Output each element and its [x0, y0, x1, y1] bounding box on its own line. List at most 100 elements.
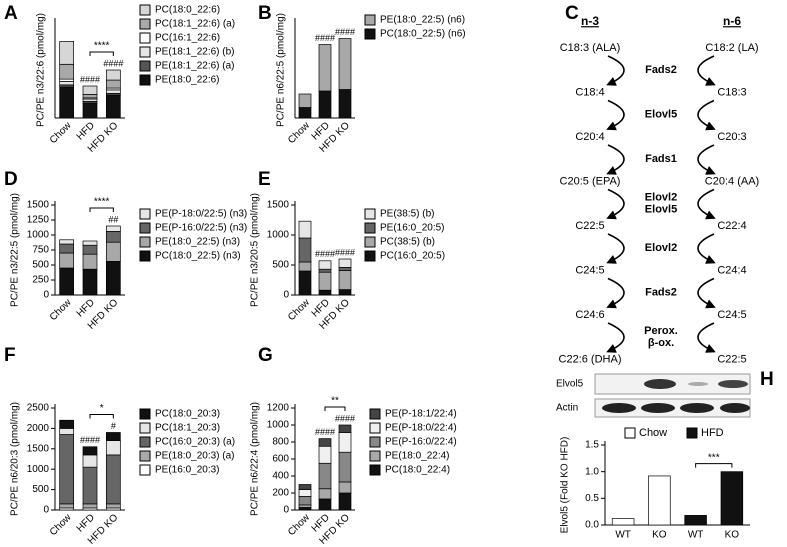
y-tick-label: 1500	[267, 200, 290, 211]
y-tick-label: 1000	[27, 230, 50, 241]
blot-band	[688, 382, 708, 386]
arrow	[606, 233, 625, 264]
legend-swatch	[139, 422, 151, 434]
y-tick-label: 0	[283, 505, 289, 516]
legend-label: PE(18:0_22:5) (n6)	[380, 15, 465, 26]
bar-segment	[59, 434, 75, 505]
y-tick-label: 1000	[267, 230, 290, 241]
bar-segment	[338, 258, 352, 268]
significance: ####	[335, 413, 355, 423]
x-tick-label: KO	[725, 530, 740, 541]
enzyme: Elovl2	[645, 192, 677, 204]
blot-band	[720, 403, 750, 413]
enzyme: β-ox.	[648, 337, 674, 349]
bar-segment	[298, 107, 312, 119]
panel-letter: F	[4, 345, 16, 366]
arrow	[697, 277, 716, 309]
legend-swatch	[369, 422, 381, 434]
y-tick-label: 250	[32, 275, 49, 286]
blot-band	[641, 403, 675, 413]
legend-swatch	[364, 208, 376, 220]
legend-swatch	[364, 236, 376, 248]
bar-segment	[82, 466, 98, 505]
legend-swatch	[139, 450, 151, 462]
bar-segment	[611, 518, 635, 526]
fatty-acid: C22:5	[717, 353, 746, 365]
legend-label: PE(P-18:1/22:4)	[385, 409, 457, 420]
y-tick-label: 0.5	[585, 493, 599, 504]
arrow	[606, 277, 625, 309]
bar-segment	[318, 462, 332, 490]
legend-swatch	[139, 74, 151, 86]
legend-label: PE(18:0_22:5) (n3)	[155, 237, 240, 248]
column-header: n-6	[723, 14, 741, 28]
bar-segment	[298, 270, 312, 296]
bar-segment	[59, 63, 75, 80]
bar-segment	[105, 503, 121, 509]
bar-segment	[338, 270, 352, 290]
arrow	[606, 55, 625, 86]
bar-segment	[338, 451, 352, 483]
significance: *	[100, 403, 104, 414]
arrow	[606, 99, 625, 131]
y-tick-label: 1000	[27, 464, 50, 475]
bar-segment	[59, 41, 75, 65]
bar-segment	[82, 446, 98, 456]
arrow	[606, 144, 625, 175]
y-tick-label: 1500	[27, 443, 50, 454]
legend-swatch	[139, 408, 151, 420]
y-tick-label: 200	[272, 488, 289, 499]
y-tick-label: 500	[32, 484, 49, 495]
panel-letter: H	[760, 369, 774, 390]
legend-label: PC(18:0_22:4)	[385, 465, 450, 476]
legend-label: PC(16:0_20:5)	[380, 251, 445, 262]
legend-swatch	[139, 236, 151, 248]
y-axis-label: Elvol5 (Fold KO HFD)	[560, 437, 571, 534]
legend-label: PC(18:0_22:5) (n6)	[380, 29, 466, 40]
fatty-acid: C20:4	[575, 131, 604, 143]
legend-swatch	[624, 427, 636, 439]
bar-segment	[59, 81, 75, 86]
legend-swatch	[364, 250, 376, 262]
enzyme: Elovl5	[645, 204, 677, 216]
bar-segment	[298, 489, 312, 497]
panel-letter: E	[258, 169, 271, 190]
y-axis-label: PC/PE n6/20:3 (pmol/mg)	[10, 402, 21, 516]
bar-segment	[82, 240, 98, 246]
enzyme: Perox.	[644, 325, 678, 337]
legend-label: PE(P-16:0/22:5) (n3)	[155, 223, 247, 234]
bar-segment	[318, 488, 332, 500]
fatty-acid: C24:5	[717, 309, 746, 321]
legend-label: PE(16:0_20:5)	[380, 223, 445, 234]
y-axis-label: PC/PE n3/20:5 (pmol/mg)	[250, 193, 261, 307]
bracket	[324, 406, 346, 411]
x-tick-label: KO	[652, 530, 667, 541]
legend-label: PC(18:0_20:3)	[155, 409, 220, 420]
legend-label: PE(16:0_20:3)	[155, 465, 220, 476]
y-tick-label: 0	[283, 290, 289, 301]
legend-label: PE(38:5) (b)	[380, 209, 434, 220]
panel-letter: B	[258, 3, 272, 24]
bar-segment	[59, 503, 75, 509]
legend-swatch	[139, 250, 151, 262]
significance: ####	[335, 27, 355, 37]
bracket	[695, 463, 733, 468]
bar-segment	[82, 253, 98, 270]
arrow	[606, 322, 625, 353]
legend-swatch	[139, 32, 151, 44]
fatty-acid: C18:2 (LA)	[705, 42, 758, 54]
bar-segment	[82, 102, 98, 119]
bar-segment	[59, 243, 75, 254]
y-axis-label: PC/PE n6/22:5 (pmol/mg)	[276, 13, 287, 127]
y-tick-label: 1.0	[585, 466, 599, 477]
x-tick-label: Chow	[286, 297, 312, 323]
significance: ####	[80, 74, 100, 84]
bar-segment	[318, 271, 332, 291]
significance: **	[331, 396, 339, 407]
bar-segment	[318, 44, 332, 92]
bar-segment	[684, 515, 707, 526]
bar-segment	[105, 432, 121, 441]
fatty-acid: C18:3	[717, 86, 746, 98]
legend-swatch	[364, 14, 376, 26]
